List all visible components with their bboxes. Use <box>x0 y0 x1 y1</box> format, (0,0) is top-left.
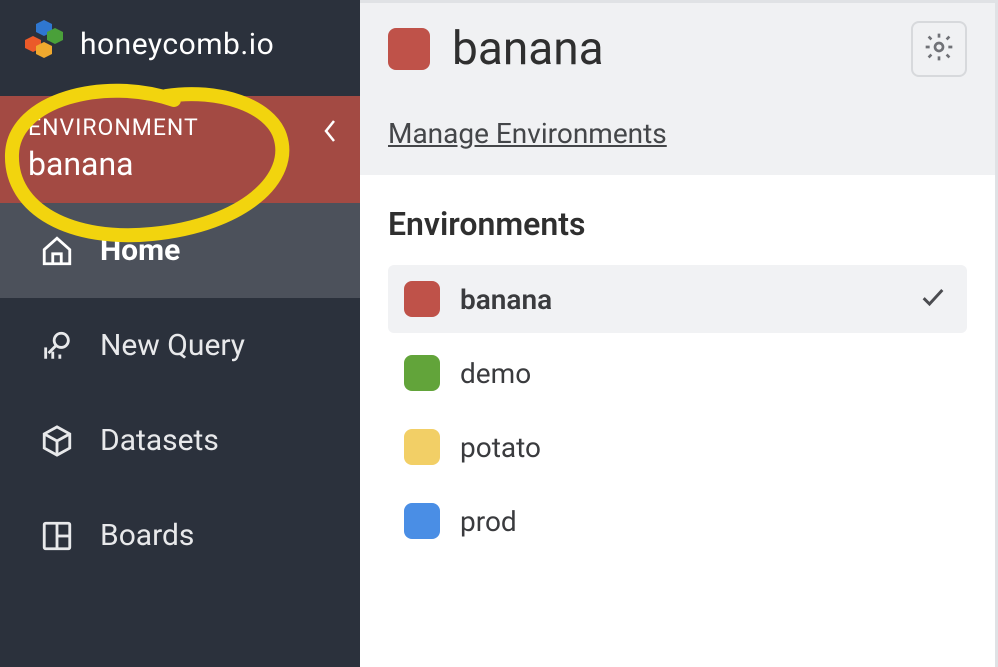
settings-button[interactable] <box>911 21 967 77</box>
environment-item-label: banana <box>460 283 899 316</box>
environment-item-label: potato <box>460 431 947 464</box>
environment-item[interactable]: potato <box>388 413 967 481</box>
sidebar: honeycomb.io ENVIRONMENT banana Home <box>0 0 360 667</box>
honeycomb-logo-icon <box>22 20 70 68</box>
environment-name: banana <box>28 145 199 183</box>
nav-item-boards[interactable]: Boards <box>0 488 360 583</box>
environments-section: Environments banana demo potato prod <box>360 175 995 585</box>
cube-icon <box>40 424 74 458</box>
environment-item-label: prod <box>460 505 947 538</box>
new-query-icon <box>40 329 74 363</box>
nav-item-newquery[interactable]: New Query <box>0 298 360 393</box>
environment-item[interactable]: prod <box>388 487 967 555</box>
environment-color-swatch <box>404 281 440 317</box>
environments-list: banana demo potato prod <box>388 265 967 555</box>
environment-color-swatch <box>404 503 440 539</box>
environments-heading: Environments <box>388 205 967 243</box>
nav-item-datasets[interactable]: Datasets <box>0 393 360 488</box>
nav-label: Datasets <box>100 423 219 458</box>
manage-environments-link[interactable]: Manage Environments <box>388 117 667 150</box>
page-title: banana <box>452 22 604 76</box>
nav-label: Home <box>100 233 180 268</box>
chevron-left-icon[interactable] <box>322 118 338 150</box>
environment-color-swatch <box>404 429 440 465</box>
nav-item-home[interactable]: Home <box>0 203 360 298</box>
environment-color-chip <box>388 28 430 70</box>
title-row: banana <box>388 21 967 77</box>
boards-icon <box>40 519 74 553</box>
logo-row: honeycomb.io <box>0 0 360 96</box>
environment-banner[interactable]: ENVIRONMENT banana <box>0 96 360 203</box>
environment-item-label: demo <box>460 357 947 390</box>
home-icon <box>40 234 74 268</box>
brand-text: honeycomb.io <box>80 27 274 62</box>
check-icon <box>919 283 947 315</box>
main-header: banana Manage Environments <box>360 3 995 175</box>
main-panel: banana Manage Environments Environments … <box>360 0 998 667</box>
environment-label: ENVIRONMENT <box>28 114 199 141</box>
sidebar-nav: Home New Query Datasets <box>0 203 360 583</box>
nav-label: Boards <box>100 518 194 553</box>
environment-color-swatch <box>404 355 440 391</box>
gear-icon <box>923 31 955 67</box>
environment-item[interactable]: demo <box>388 339 967 407</box>
environment-item[interactable]: banana <box>388 265 967 333</box>
nav-label: New Query <box>100 328 245 363</box>
